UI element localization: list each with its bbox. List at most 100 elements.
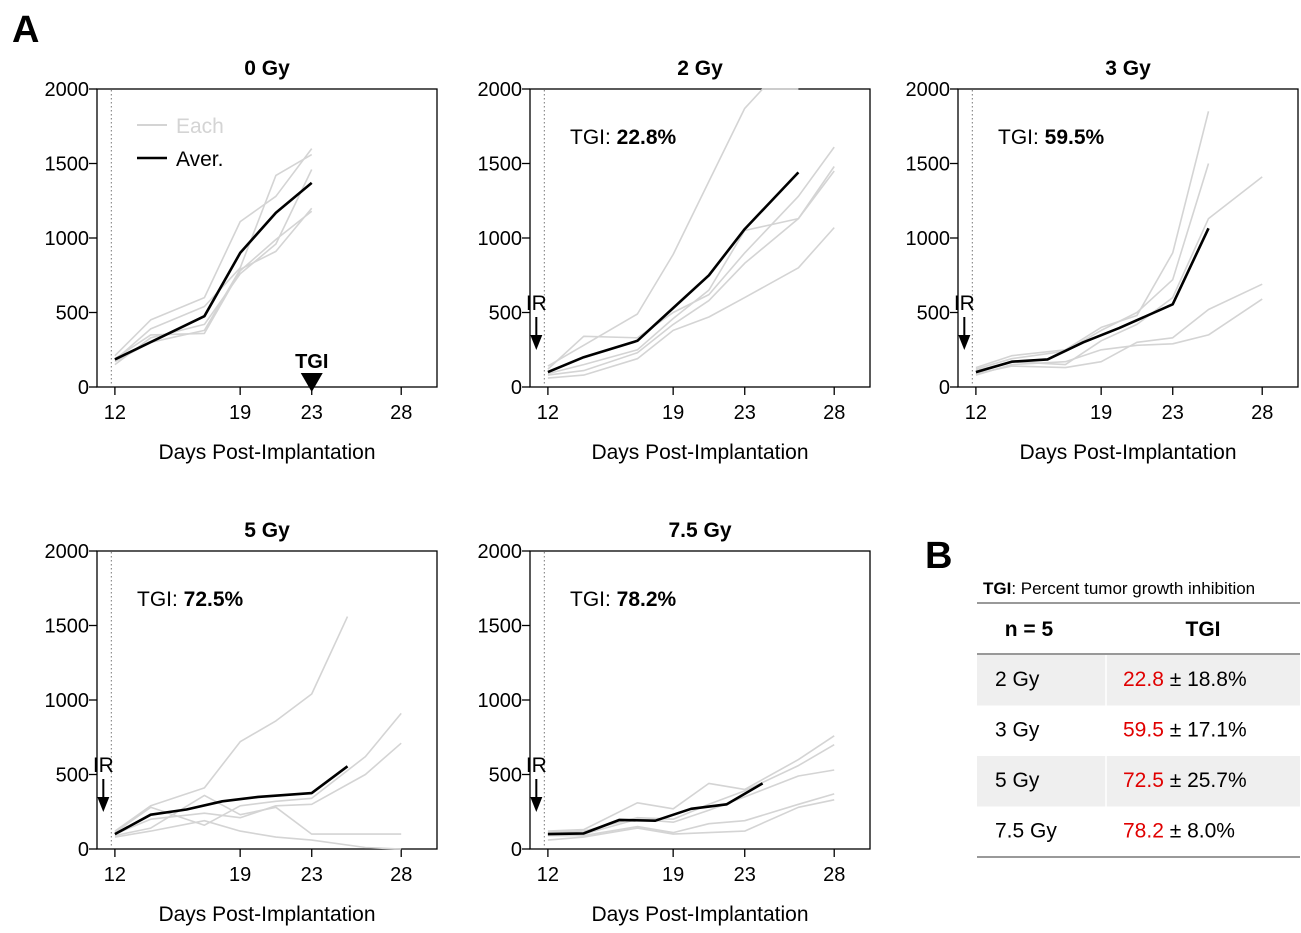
x-tick-label: 12 [104, 864, 126, 886]
table-cell-dose: 2 Gy [995, 668, 1040, 691]
ir-label: IR [954, 292, 975, 315]
table-header-tgi: TGI [1186, 618, 1221, 641]
table-cell-dose: 7.5 Gy [995, 820, 1057, 843]
series-line-each [547, 735, 835, 832]
x-tick-label: 19 [229, 864, 251, 886]
y-tick-label: 1500 [906, 154, 951, 176]
ir-arrow-head [530, 335, 543, 350]
tgi-table: TGI: Percent tumor growth inhibition n = … [977, 579, 1300, 858]
x-tick-label: 23 [734, 864, 756, 886]
series-line-each [114, 742, 402, 835]
tgi-annotation-prefix: TGI: [998, 126, 1045, 149]
series-line-each [547, 170, 835, 376]
ir-label: IR [526, 754, 547, 777]
x-tick-label: 28 [823, 864, 845, 886]
y-tick-label: 2000 [478, 541, 523, 563]
tgi-annotation: TGI: 72.5% [137, 588, 244, 611]
x-axis-label: Days Post-Implantation [591, 903, 808, 926]
series-line-each [114, 819, 402, 850]
chart-title: 7.5 Gy [668, 519, 731, 542]
table-cell-tgi: 78.2 ± 8.0% [1123, 820, 1235, 843]
series-line-each [114, 794, 402, 837]
series-line-average [114, 181, 313, 361]
y-tick-label: 1500 [478, 154, 523, 176]
x-axis-label: Days Post-Implantation [1019, 441, 1236, 464]
tgi-annotation: TGI: 59.5% [998, 126, 1105, 149]
series-line-each [114, 712, 402, 834]
table-cell-tgi-error: ± 8.0% [1164, 820, 1235, 843]
y-tick-label: 500 [56, 765, 89, 787]
table-caption-bold: TGI [983, 579, 1011, 598]
table-header-n: n = 5 [1005, 618, 1054, 641]
chart-3: 5 Gy 0 500 1000 1500 2000 12 19 23 28 Days Post-Im… [45, 519, 438, 926]
y-tick-label: 0 [511, 377, 522, 399]
ir-arrow-head [530, 797, 543, 812]
series-line-each [975, 176, 1263, 372]
x-tick-label: 12 [537, 402, 559, 424]
y-tick-label: 1500 [45, 154, 90, 176]
y-tick-label: 1000 [45, 228, 90, 250]
x-tick-label: 12 [104, 402, 126, 424]
table-caption: TGI: Percent tumor growth inhibition [983, 579, 1255, 598]
tgi-annotation-value: 72.5% [184, 588, 244, 611]
x-tick-label: 19 [229, 402, 251, 424]
series-line-each [975, 298, 1263, 376]
tgi-marker-triangle [300, 373, 323, 392]
table-row: 3 Gy 59.5 ± 17.1% [995, 719, 1247, 742]
series-line-each [547, 166, 835, 375]
y-tick-label: 0 [939, 377, 950, 399]
series-line-average [547, 171, 800, 374]
table-cell-tgi-value: 59.5 [1123, 719, 1164, 742]
x-axis-label: Days Post-Implantation [591, 441, 808, 464]
chart-0: 0 Gy 0 500 1000 1500 2000 12 19 23 28 Days Post-Im… [45, 57, 438, 464]
y-tick-label: 2000 [45, 541, 90, 563]
y-tick-label: 0 [78, 377, 89, 399]
series-line-average [975, 227, 1210, 374]
x-tick-label: 28 [823, 402, 845, 424]
series-line-each [975, 163, 1210, 370]
x-tick-label: 19 [662, 402, 684, 424]
table-cell-tgi-value: 72.5 [1123, 769, 1164, 792]
tgi-marker-label: TGI [295, 351, 328, 373]
tgi-annotation-value: 78.2% [617, 588, 677, 611]
x-tick-label: 19 [1090, 402, 1112, 424]
x-tick-label: 28 [390, 864, 412, 886]
table-cell-tgi-value: 22.8 [1123, 668, 1164, 691]
table-cell-tgi-error: ± 18.8% [1164, 668, 1247, 691]
x-tick-label: 23 [301, 402, 323, 424]
table-row: 5 Gy 72.5 ± 25.7% [977, 756, 1300, 807]
tgi-annotation-prefix: TGI: [137, 588, 184, 611]
series-line-each [547, 88, 799, 367]
x-tick-label: 12 [537, 864, 559, 886]
legend-label-each: Each [176, 115, 224, 138]
ir-arrow-head [97, 797, 110, 812]
y-tick-label: 500 [917, 303, 950, 325]
series-line-each [547, 799, 835, 841]
x-tick-label: 28 [1251, 402, 1273, 424]
tgi-annotation-prefix: TGI: [570, 588, 617, 611]
charts-area: 0 Gy 0 500 1000 1500 2000 12 19 23 28 Days Post-Im… [45, 57, 1299, 926]
chart-4: 7.5 Gy 0 500 1000 1500 2000 12 19 23 28 Days Post-… [478, 519, 871, 926]
table-cell-tgi: 22.8 ± 18.8% [1123, 668, 1247, 691]
tgi-annotation-value: 22.8% [617, 126, 677, 149]
chart-title: 5 Gy [244, 519, 290, 542]
chart-title: 3 Gy [1105, 57, 1151, 80]
x-tick-label: 19 [662, 864, 684, 886]
series-line-each [547, 793, 835, 837]
tgi-annotation: TGI: 78.2% [570, 588, 677, 611]
y-tick-label: 500 [489, 765, 522, 787]
y-tick-label: 0 [78, 839, 89, 861]
series-line-each [547, 769, 835, 835]
legend-label-average: Aver. [176, 148, 223, 171]
x-tick-label: 23 [734, 402, 756, 424]
chart-2: 3 Gy 0 500 1000 1500 2000 12 19 23 28 Days Post-Im… [906, 57, 1299, 464]
x-tick-label: 12 [965, 402, 987, 424]
y-tick-label: 0 [511, 839, 522, 861]
y-tick-label: 1000 [478, 228, 523, 250]
chart-title: 2 Gy [677, 57, 723, 80]
y-tick-label: 2000 [478, 79, 523, 101]
tgi-annotation: TGI: 22.8% [570, 126, 677, 149]
chart-title: 0 Gy [244, 57, 290, 80]
series-line-average [114, 765, 349, 836]
